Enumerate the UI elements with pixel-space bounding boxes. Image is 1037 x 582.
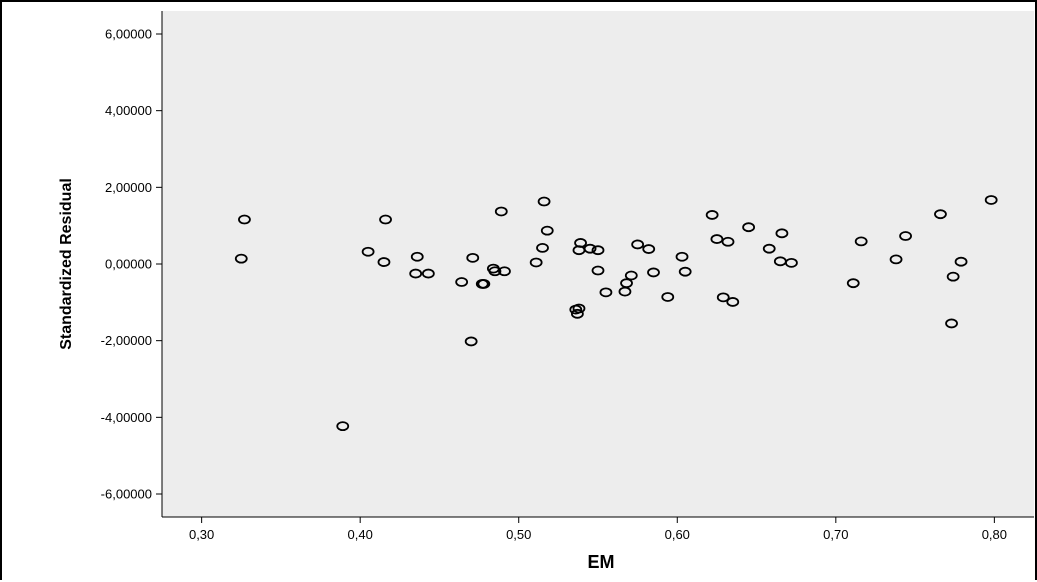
x-tick-label: 0,30 (189, 527, 214, 542)
scatter-point (984, 195, 998, 205)
scatter-point (854, 236, 868, 247)
scatter-point (899, 231, 912, 241)
scatter-point (583, 243, 597, 254)
x-ticks: 0,30 0,40 0,50 0,60 0,70 0,80 (189, 517, 1007, 542)
scatter-point (494, 206, 508, 217)
scatter-point (529, 257, 543, 268)
scatter-point (705, 210, 719, 220)
scatter-point (678, 266, 692, 277)
y-tick-label: -6,00000 (101, 487, 152, 502)
y-tick-label: -4,00000 (101, 410, 152, 425)
scatter-point (889, 254, 903, 265)
x-tick-label: 0,40 (348, 527, 373, 542)
scatter-point (716, 292, 730, 303)
scatter-point (624, 270, 638, 281)
scatter-point (620, 278, 633, 289)
x-tick-label: 0,70 (823, 527, 848, 542)
scatter-point (642, 244, 656, 254)
scatter-point (361, 246, 375, 257)
y-tick-label: 2,00000 (105, 180, 152, 195)
scatter-point (954, 256, 968, 267)
scatter-point (647, 267, 660, 278)
scatter-point (421, 268, 435, 279)
scatter-point (234, 253, 248, 264)
scatter-point (498, 266, 511, 277)
y-tick-label: 6,00000 (105, 27, 152, 42)
scatter-point (742, 222, 756, 233)
scatter-point (570, 308, 584, 319)
scatter-point (762, 243, 776, 254)
scatter-point (945, 318, 958, 329)
scatter-point (946, 271, 960, 282)
scatter-point (410, 251, 424, 262)
scatter-point (466, 252, 480, 263)
scatter-point (785, 257, 798, 268)
y-ticks: 6,00000 4,00000 2,00000 0,00000 -2,00000 -4,0… (101, 27, 162, 502)
scatter-point (537, 196, 551, 207)
scatter-point (661, 292, 675, 302)
scatter-point (238, 214, 251, 225)
x-tick-label: 0,50 (506, 527, 531, 542)
scatter-point (336, 421, 350, 432)
scatter-point (675, 251, 689, 262)
y-tick-label: 4,00000 (105, 103, 152, 118)
y-tick-label: -2,00000 (101, 333, 152, 348)
scatter-point (464, 336, 478, 347)
scatter-point (721, 236, 735, 247)
scatter-point (409, 268, 423, 279)
scatter-point (846, 278, 860, 289)
scatter-point (591, 245, 605, 256)
plot-area (162, 11, 1034, 517)
x-tick-label: 0,60 (665, 527, 690, 542)
scatter-point (599, 287, 613, 298)
scatter-point (488, 266, 502, 277)
scatter-point (477, 279, 491, 289)
data-points (234, 195, 998, 432)
scatter-point (536, 242, 549, 253)
y-tick-label: 0,00000 (105, 257, 152, 272)
x-tick-label: 0,80 (982, 527, 1007, 542)
scatter-point (455, 277, 469, 287)
y-axis-title: Standardized Residual (58, 178, 75, 350)
x-axis-title: EM (588, 552, 615, 572)
scatter-point (726, 297, 740, 307)
scatter-point (540, 225, 554, 236)
scatter-point (934, 209, 947, 220)
scatter-point (710, 234, 724, 244)
scatter-point (775, 228, 789, 239)
scatter-point (572, 303, 586, 314)
scatter-point (591, 265, 605, 276)
scatter-point (379, 214, 392, 225)
scatter-point (377, 257, 391, 267)
scatter-point (631, 239, 645, 250)
scatter-point (574, 238, 587, 248)
